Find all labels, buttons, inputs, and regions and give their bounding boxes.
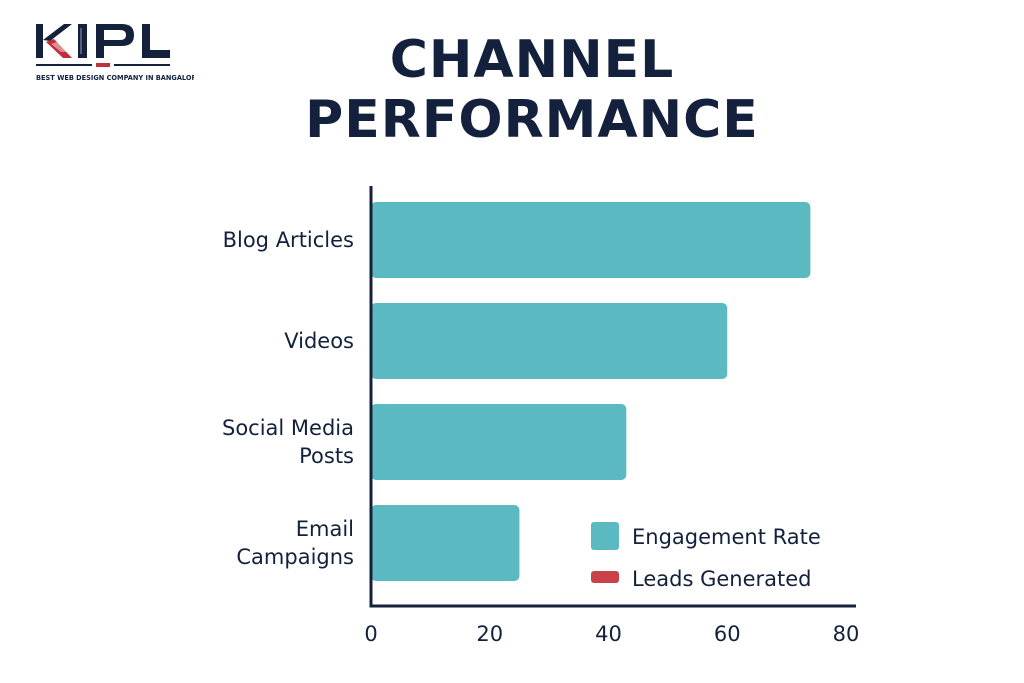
title-line-2: PERFORMANCE bbox=[305, 90, 759, 150]
category-label: Videos bbox=[284, 329, 354, 353]
bar-3 bbox=[371, 505, 520, 581]
category-label: Social Media bbox=[222, 416, 354, 440]
legend-swatch-1 bbox=[591, 571, 619, 583]
kipl-logo: BEST WEB DESIGN COMPANY IN BANGALORE bbox=[36, 24, 194, 82]
x-tick-label: 80 bbox=[833, 622, 860, 646]
legend-swatch-0 bbox=[591, 522, 619, 550]
legend-label-0: Engagement Rate bbox=[632, 525, 821, 549]
bar-0 bbox=[371, 202, 811, 278]
x-tick-label: 20 bbox=[476, 622, 503, 646]
logo-tagline: BEST WEB DESIGN COMPANY IN BANGALORE bbox=[36, 74, 194, 82]
legend: Engagement Rate Leads Generated bbox=[591, 522, 821, 591]
category-label: Campaigns bbox=[236, 545, 354, 569]
category-label: Blog Articles bbox=[223, 228, 354, 252]
x-tick-label: 0 bbox=[364, 622, 377, 646]
tick-labels: 0 20 40 60 80 bbox=[364, 622, 859, 646]
x-tick-label: 60 bbox=[714, 622, 741, 646]
axes-group bbox=[369, 186, 856, 608]
bar-2 bbox=[371, 404, 627, 480]
bars-group bbox=[371, 202, 811, 581]
x-tick-label: 40 bbox=[595, 622, 622, 646]
category-labels: Blog Articles Videos Social Media Posts Emai… bbox=[222, 228, 354, 569]
legend-label-1: Leads Generated bbox=[632, 567, 811, 591]
category-label: Posts bbox=[299, 444, 354, 468]
bar-1 bbox=[371, 303, 728, 379]
page-title: CHANNEL PERFORMANCE bbox=[232, 30, 832, 150]
title-line-1: CHANNEL bbox=[389, 30, 675, 90]
category-label: Email bbox=[296, 517, 354, 541]
